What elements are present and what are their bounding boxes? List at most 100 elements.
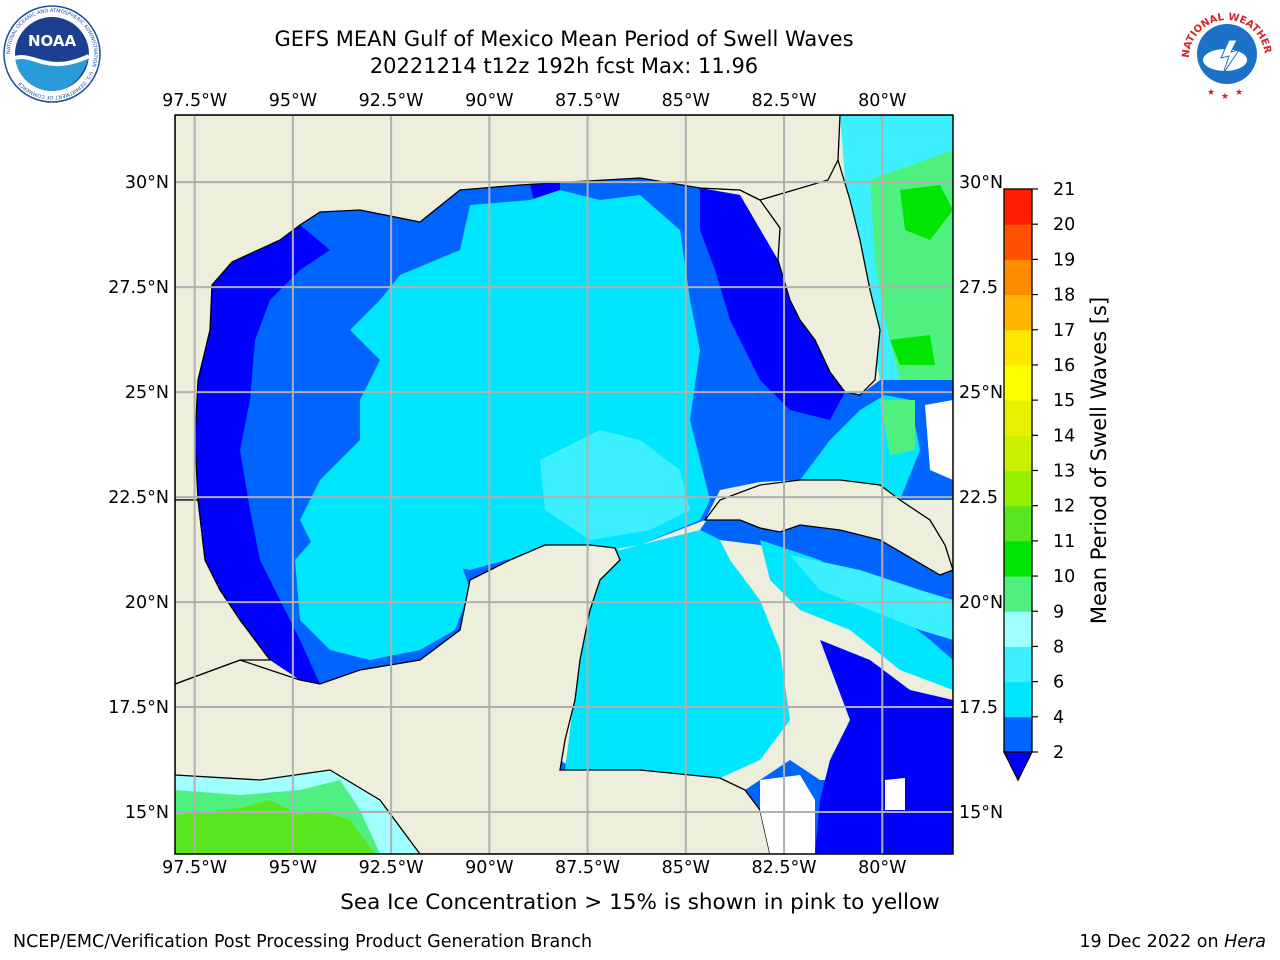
title-line-2: 20221214 t12z 192h fcst Max: 11.96 bbox=[369, 54, 759, 78]
colorbar-tick-label: 19 bbox=[1053, 250, 1075, 270]
lon-label-bottom: 87.5°W bbox=[555, 858, 620, 878]
svg-text:★: ★ bbox=[1207, 88, 1215, 98]
lon-label-bottom: 95°W bbox=[269, 858, 317, 878]
colorbar-tick-label: 12 bbox=[1053, 497, 1075, 517]
noaa-text: NOAA bbox=[28, 32, 77, 50]
colorbar-segment bbox=[1004, 681, 1032, 718]
colorbar-segment bbox=[1004, 470, 1032, 507]
chart-title: GEFS MEAN Gulf of Mexico Mean Period of … bbox=[0, 26, 1128, 80]
lon-label-top: 95°W bbox=[269, 91, 317, 111]
colorbar-segment bbox=[1004, 646, 1032, 683]
lon-label-bottom: 85°W bbox=[662, 858, 710, 878]
atlantic-green-2 bbox=[890, 335, 935, 365]
lon-label-bottom: 82.5°W bbox=[752, 858, 817, 878]
footer-date: 19 Dec 2022 on Hera bbox=[1079, 932, 1266, 952]
footer-date-text: 19 Dec 2022 on bbox=[1079, 932, 1225, 952]
lon-label-top: 80°W bbox=[858, 91, 906, 111]
colorbar-tick-label: 20 bbox=[1053, 215, 1075, 235]
colorbar-label: Mean Period of Swell Waves [s] bbox=[1087, 297, 1111, 624]
cyan-west-patch bbox=[295, 515, 470, 660]
colorbar-segment bbox=[1004, 329, 1032, 366]
colorbar-segment bbox=[1004, 224, 1032, 260]
colorbar-segment bbox=[1004, 540, 1032, 577]
colorbar-tick-label: 13 bbox=[1053, 462, 1075, 482]
colorbar-segment bbox=[1004, 189, 1032, 225]
lon-label-top: 87.5°W bbox=[555, 91, 620, 111]
lightcyan-caribbean bbox=[790, 555, 953, 640]
sea-ice-note: Sea Ice Concentration > 15% is shown in … bbox=[340, 890, 940, 915]
lat-label-right: 17.5 bbox=[959, 698, 998, 718]
dark-blue-west bbox=[195, 225, 330, 684]
lat-label-left: 15°N bbox=[125, 803, 169, 823]
map-panel bbox=[175, 115, 953, 854]
colorbar-tick-label: 8 bbox=[1053, 637, 1064, 657]
lon-label-top: 85°W bbox=[662, 91, 710, 111]
svg-text:★: ★ bbox=[1235, 88, 1243, 98]
lat-label-left: 30°N bbox=[125, 173, 169, 193]
lat-label-right: 15°N bbox=[959, 803, 1003, 823]
lon-label-bottom: 90°W bbox=[465, 858, 513, 878]
mexico-west-land bbox=[175, 499, 272, 685]
colorbar-segment bbox=[1004, 611, 1032, 647]
colorbar-tick-label: 18 bbox=[1053, 286, 1075, 306]
lat-label-left: 25°N bbox=[125, 383, 169, 403]
colorbar: 2 4 6 8 9 10 11 12 13 14 15 16 17 18 19 20 21 Mean Period… bbox=[1002, 180, 1111, 782]
pacific-lime bbox=[175, 800, 375, 854]
colorbar-tick-label: 2 bbox=[1053, 743, 1064, 763]
nws-logo: NATIONAL WEATHER SERVICE ★★★ bbox=[1177, 2, 1274, 102]
lon-label-bottom: 97.5°W bbox=[162, 858, 227, 878]
dark-blue-ne bbox=[700, 188, 845, 420]
title-line-1: GEFS MEAN Gulf of Mexico Mean Period of … bbox=[274, 27, 854, 51]
lon-label-top: 90°W bbox=[465, 91, 513, 111]
lat-label-left: 27.5°N bbox=[108, 278, 169, 298]
us-gulf-coast-land bbox=[175, 115, 841, 501]
lon-label-top: 82.5°W bbox=[752, 91, 817, 111]
colorbar-tick-label: 9 bbox=[1053, 602, 1064, 622]
svg-text:★: ★ bbox=[1221, 92, 1229, 102]
lon-label-top: 97.5°W bbox=[162, 91, 227, 111]
lat-label-right: 30°N bbox=[959, 173, 1003, 193]
lon-label-bottom: 92.5°W bbox=[359, 858, 424, 878]
colorbar-segment bbox=[1004, 505, 1032, 542]
colorbar-tick-label: 6 bbox=[1053, 673, 1064, 693]
lon-label-bottom: 80°W bbox=[858, 858, 906, 878]
nodata-2 bbox=[885, 778, 905, 810]
noaa-logo: NOAA NATIONAL OCEANIC AND ATMOSPHERIC AD… bbox=[3, 5, 101, 103]
colorbar-tick-label: 4 bbox=[1053, 708, 1064, 728]
colorbar-segment bbox=[1004, 716, 1032, 753]
nodata-1 bbox=[760, 775, 815, 854]
atlantic-bright-green bbox=[900, 185, 953, 240]
colorbar-tick-label: 17 bbox=[1053, 321, 1075, 341]
colorbar-segment bbox=[1004, 259, 1032, 296]
colorbar-tick-label: 16 bbox=[1053, 356, 1075, 376]
dark-blue-caribbean bbox=[815, 640, 953, 854]
colorbar-tick-label: 15 bbox=[1053, 391, 1075, 411]
colorbar-segment bbox=[1004, 294, 1032, 331]
colorbar-extend-arrow bbox=[1002, 751, 1034, 782]
colorbar-tick-label: 14 bbox=[1053, 426, 1075, 446]
footer-credit: NCEP/EMC/Verification Post Processing Pr… bbox=[13, 932, 593, 952]
colorbar-segment bbox=[1004, 576, 1032, 612]
lat-label-right: 27.5 bbox=[959, 278, 998, 298]
lightcyan-center bbox=[540, 430, 690, 540]
map-gridlines bbox=[175, 115, 953, 854]
colorbar-segment bbox=[1004, 364, 1032, 401]
lat-label-left: 22.5°N bbox=[108, 488, 169, 508]
colorbar-tick-label: 21 bbox=[1053, 180, 1075, 200]
colorbar-segment bbox=[1004, 435, 1032, 471]
cyan-caribbean-band bbox=[760, 540, 953, 690]
colorbar-tick-label: 11 bbox=[1053, 532, 1075, 552]
cuba-land bbox=[703, 479, 953, 576]
map-tick-labels: 97.5°W 97.5°W 95°W 95°W 92.5°W 92.5°W 90°W 90°W… bbox=[108, 91, 1003, 878]
lat-label-left: 20°N bbox=[125, 593, 169, 613]
lon-label-top: 92.5°W bbox=[359, 91, 424, 111]
colorbar-tick-label: 10 bbox=[1053, 567, 1075, 587]
lat-label-right: 25°N bbox=[959, 383, 1003, 403]
lat-label-left: 17.5°N bbox=[108, 698, 169, 718]
bahamas-green bbox=[880, 400, 915, 455]
yucatan-land bbox=[175, 544, 771, 854]
colorbar-segment bbox=[1004, 400, 1032, 436]
lat-label-right: 22.5 bbox=[959, 488, 998, 508]
lat-label-right: 20°N bbox=[959, 593, 1003, 613]
